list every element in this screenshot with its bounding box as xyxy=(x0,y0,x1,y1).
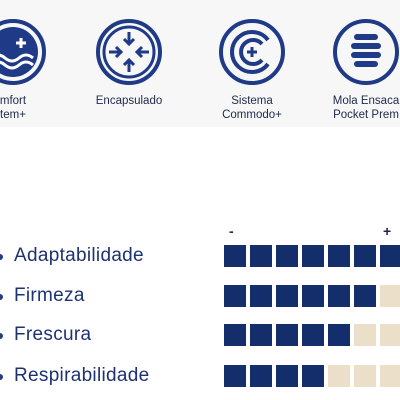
rating-cell-filled xyxy=(328,285,350,307)
attribute-row: Respirabilidade xyxy=(0,363,400,393)
rating-cell-filled xyxy=(250,285,272,307)
attribute-row: Firmeza xyxy=(0,283,400,313)
encapsulated-arrows-icon xyxy=(96,19,162,85)
scale-min-label: - xyxy=(229,223,234,239)
comfort-wave-icon xyxy=(0,19,46,85)
rating-cell-empty xyxy=(354,324,376,346)
rating-cell-filled xyxy=(224,365,246,387)
rating-cell-filled xyxy=(224,285,246,307)
rating-cell-filled xyxy=(354,245,376,267)
attribute-row: Adaptabilidade xyxy=(0,243,400,273)
rating-cell-filled xyxy=(276,285,298,307)
attribute-row: Frescura xyxy=(0,322,400,352)
rating-cell-filled xyxy=(276,245,298,267)
feature-comfort-system: mfort tem+ xyxy=(0,18,68,128)
rating-cell-filled xyxy=(250,365,272,387)
feature-label: Encapsulado xyxy=(95,95,163,107)
rating-cell-filled xyxy=(250,324,272,346)
commodo-plus-icon xyxy=(219,19,285,85)
feature-label: Mola Ensaca Pocket Prem xyxy=(332,95,400,121)
attribute-label: Frescura xyxy=(14,324,92,345)
rating-cell-filled xyxy=(224,324,246,346)
feature-label: Sistema Commodo+ xyxy=(222,95,282,121)
rating-cell-filled xyxy=(224,245,246,267)
rating-cell-filled xyxy=(250,245,272,267)
feature-label: mfort tem+ xyxy=(0,95,27,121)
rating-cell-filled xyxy=(380,245,400,267)
rating-cell-filled xyxy=(302,245,324,267)
feature-mola-ensacada: Mola Ensaca Pocket Prem xyxy=(311,18,400,128)
feature-encapsulado: Encapsulado xyxy=(74,18,184,128)
rating-cell-filled xyxy=(302,365,324,387)
rating-cell-filled xyxy=(354,285,376,307)
scale-max-label: + xyxy=(383,223,392,239)
features-band xyxy=(0,0,400,127)
rating-cell-filled xyxy=(302,285,324,307)
rating-cell-empty xyxy=(380,365,400,387)
rating-cell-filled xyxy=(302,324,324,346)
bullet-icon xyxy=(0,294,3,300)
rating-cell-empty xyxy=(354,365,376,387)
rating-cell-filled xyxy=(276,324,298,346)
rating-cell-empty xyxy=(380,324,400,346)
rating-cell-filled xyxy=(328,245,350,267)
bullet-icon xyxy=(0,333,3,339)
rating-cell-filled xyxy=(276,365,298,387)
attribute-label: Respirabilidade xyxy=(14,365,150,386)
bullet-icon xyxy=(0,254,3,260)
rating-cell-empty xyxy=(328,365,350,387)
bullet-icon xyxy=(0,374,3,380)
attribute-label: Adaptabilidade xyxy=(14,245,144,266)
rating-cell-empty xyxy=(380,285,400,307)
pocket-spring-icon xyxy=(333,19,399,85)
feature-sistema-commodo: Sistema Commodo+ xyxy=(197,18,307,128)
attribute-label: Firmeza xyxy=(14,285,85,306)
rating-cell-filled xyxy=(328,324,350,346)
